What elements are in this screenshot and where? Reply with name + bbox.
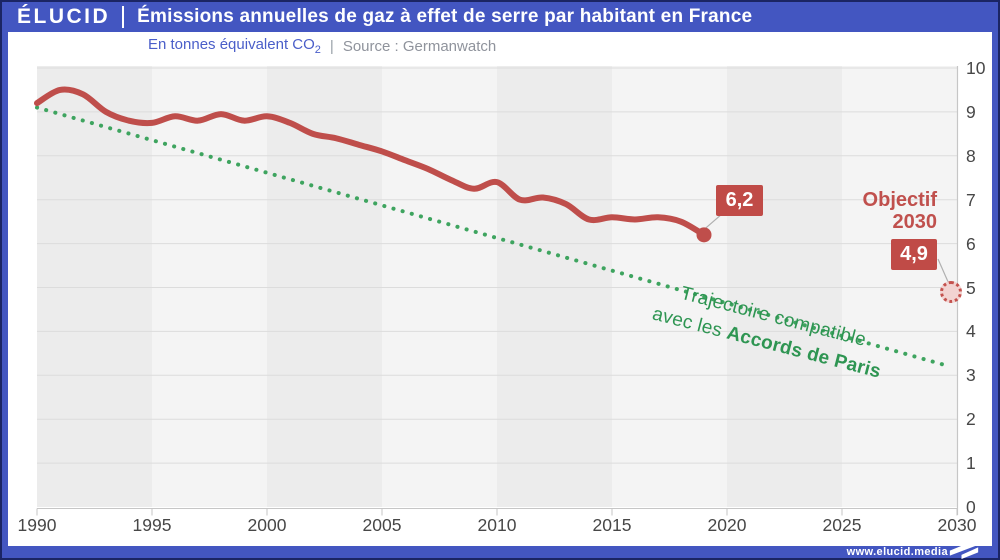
elucid-logo: ÉLUCID — [17, 5, 111, 28]
frame-border-left — [2, 32, 8, 558]
latest-value-badge: 6,2 — [716, 185, 763, 216]
x-axis-tick-label: 2025 — [822, 515, 862, 535]
frame-border-right — [992, 32, 998, 558]
target-value-badge: 4,9 — [891, 239, 937, 270]
leader-line-target — [937, 258, 950, 285]
plot-band — [727, 66, 842, 507]
subheader-divider: | — [329, 37, 334, 55]
leader-line-latest — [705, 214, 722, 229]
y-axis-tick-label: 1 — [966, 453, 976, 474]
subheader-bar: En tonnes équivalent CO2 | Source : Germ… — [2, 32, 998, 60]
latest-value-dot — [696, 227, 712, 243]
unit-label: En tonnes équivalent CO2 — [148, 36, 321, 56]
x-axis-tick-label: 2015 — [592, 515, 632, 535]
x-axis-tick-label: 1995 — [132, 515, 172, 535]
x-axis-tick-label: 2010 — [477, 515, 517, 535]
target-2030-marker — [940, 280, 962, 303]
x-axis-tick-label: 2000 — [247, 515, 287, 535]
x-axis-tick-label: 2020 — [707, 515, 747, 535]
footer-url: www.elucid.media — [846, 546, 948, 558]
footer-bar: www.elucid.media — [2, 539, 998, 559]
y-axis-tick-label: 4 — [966, 321, 976, 342]
plot-band — [37, 66, 152, 507]
target-label-line1: Objectif — [862, 189, 937, 211]
plot-band — [267, 66, 382, 507]
plot-band — [152, 66, 267, 507]
page-title: Émissions annuelles de gaz à effet de se… — [137, 6, 753, 27]
y-axis-tick-label: 3 — [966, 365, 976, 386]
trajectory-dotted-line — [35, 105, 952, 369]
logo-divider — [122, 6, 125, 28]
source-label: Source : Germanwatch — [342, 37, 497, 55]
emissions-line — [34, 86, 707, 238]
target-label-line2: 2030 — [892, 211, 938, 233]
plot-band — [497, 66, 612, 507]
elucid-flag-icon — [949, 539, 979, 559]
y-axis-tick-label: 0 — [966, 497, 976, 517]
y-axis-tick-label: 6 — [966, 233, 976, 254]
y-axis-tick-label: 7 — [966, 189, 976, 210]
y-axis-tick-label: 5 — [966, 277, 976, 298]
target-2030-label: Objectif 2030 — [827, 189, 937, 233]
plot-band — [842, 66, 957, 507]
y-axis-tick-label: 8 — [966, 145, 976, 166]
y-axis-tick-label: 2 — [966, 409, 976, 430]
y-axis-tick-label: 9 — [966, 101, 976, 122]
header-bar: ÉLUCID Émissions annuelles de gaz à effe… — [2, 2, 998, 32]
x-axis-tick-label: 2030 — [937, 515, 977, 535]
x-axis-tick-label: 1990 — [17, 515, 57, 535]
plot-band — [382, 66, 497, 507]
x-axis-tick-label: 2005 — [362, 515, 402, 535]
y-axis-tick-label: 10 — [966, 58, 986, 78]
unit-subscript: 2 — [314, 44, 321, 56]
